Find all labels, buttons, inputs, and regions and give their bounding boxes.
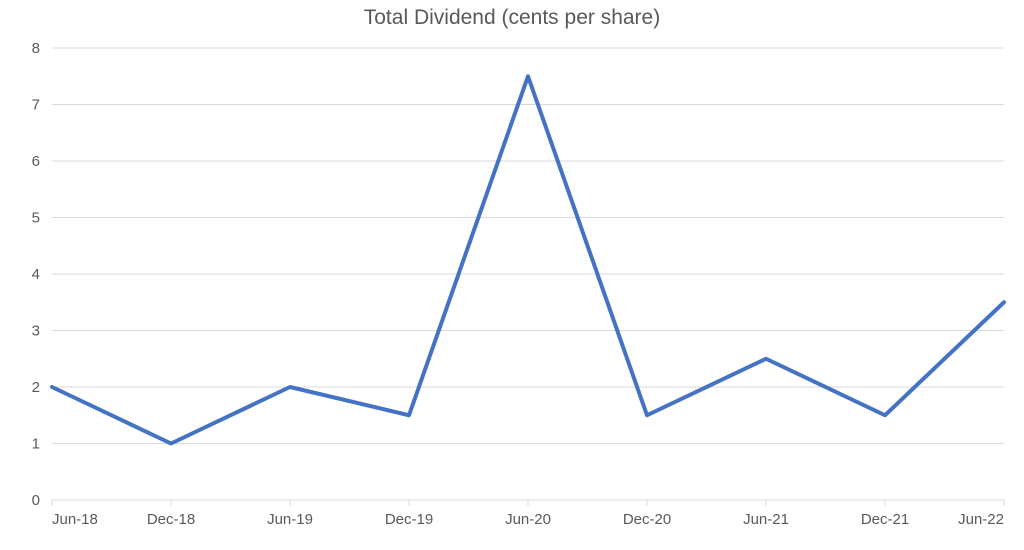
x-tick-label: Jun-22 <box>958 511 1004 528</box>
x-tick-label: Jun-19 <box>267 511 313 528</box>
x-tick-label: Jun-21 <box>743 511 789 528</box>
x-tick-label: Jun-18 <box>52 511 98 528</box>
x-tick-label: Dec-19 <box>385 511 433 528</box>
x-tick-label: Dec-20 <box>623 511 671 528</box>
y-tick-label: 2 <box>32 379 40 396</box>
y-tick-label: 3 <box>32 323 40 340</box>
data-line <box>52 76 1004 443</box>
x-tick-label: Jun-20 <box>505 511 551 528</box>
y-tick-label: 0 <box>32 492 40 509</box>
y-tick-label: 1 <box>32 436 40 453</box>
dividend-line-chart: Total Dividend (cents per share) 0 1 2 3 4 5 6… <box>0 0 1024 550</box>
y-tick-label: 8 <box>32 40 40 57</box>
chart-svg: 0 1 2 3 4 5 6 7 8 Jun-18 Dec-18 Jun-19 Dec-19 Jun-20 D… <box>0 0 1024 550</box>
y-tick-label: 5 <box>32 210 40 227</box>
y-tick-label: 7 <box>32 97 40 114</box>
x-tick-label: Dec-18 <box>147 511 195 528</box>
y-tick-label: 4 <box>32 266 40 283</box>
x-tick-label: Dec-21 <box>861 511 909 528</box>
y-tick-label: 6 <box>32 153 40 170</box>
chart-title: Total Dividend (cents per share) <box>0 6 1024 30</box>
